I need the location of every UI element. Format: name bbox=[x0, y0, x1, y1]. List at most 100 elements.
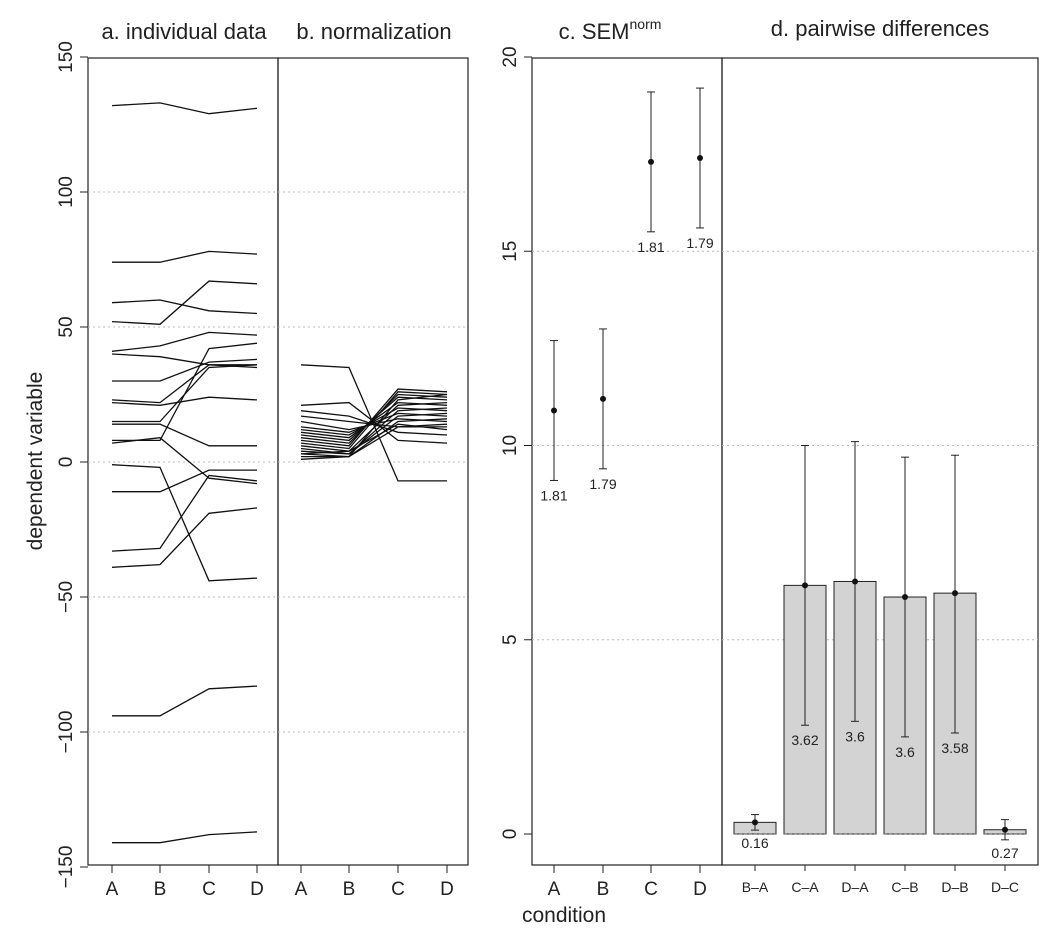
series-line bbox=[112, 342, 258, 442]
series-line bbox=[300, 393, 448, 460]
series-line bbox=[112, 250, 258, 263]
data-label: 1.81 bbox=[637, 239, 664, 255]
data-label: 3.6 bbox=[845, 728, 865, 744]
y-tick-label: 15 bbox=[500, 241, 521, 262]
series-line bbox=[111, 331, 258, 352]
series-line bbox=[111, 353, 257, 366]
y-tick-label: −50 bbox=[56, 581, 77, 613]
series-line bbox=[300, 418, 448, 458]
y-tick-label: 10 bbox=[500, 435, 521, 456]
y-tick-label: 50 bbox=[56, 316, 77, 337]
x-tick-label: C–B bbox=[891, 879, 918, 895]
x-tick-label: B bbox=[343, 879, 356, 900]
data-label: 1.79 bbox=[686, 235, 713, 251]
series-line bbox=[112, 685, 258, 717]
x-tick-label: C bbox=[391, 879, 405, 900]
x-tick-label: C–A bbox=[791, 879, 819, 895]
x-tick-label: D bbox=[693, 879, 707, 900]
panel-c-title: c. SEMnorm bbox=[559, 16, 662, 44]
y-tick-label: −150 bbox=[56, 846, 77, 889]
x-axis-panel-c: A B C D bbox=[548, 865, 707, 900]
y-tick-label: −100 bbox=[56, 711, 77, 754]
x-tick-label: D–B bbox=[941, 879, 968, 895]
x-tick-label: D bbox=[440, 879, 454, 900]
series-line bbox=[300, 407, 448, 455]
panel-c-frame bbox=[531, 57, 723, 866]
y-axis-right: 0 5 10 15 20 bbox=[500, 46, 532, 839]
data-point bbox=[752, 819, 758, 826]
x-tick-label: C bbox=[202, 879, 216, 900]
x-axis-panel-d: B–A C–A D–A C–B D–B D–C bbox=[742, 865, 1019, 895]
y-tick-label: 150 bbox=[56, 41, 77, 73]
data-point bbox=[551, 407, 557, 414]
x-tick-label: D–C bbox=[991, 879, 1019, 895]
panel-d-title: d. pairwise differences bbox=[771, 16, 990, 41]
series-line bbox=[300, 393, 448, 444]
panel-c-title-main: c. SEM bbox=[559, 19, 630, 44]
panel-c-title-superscript: norm bbox=[630, 16, 662, 32]
y-tick-label: 5 bbox=[500, 634, 521, 645]
data-point bbox=[952, 590, 958, 597]
panel-a-lines bbox=[111, 102, 258, 844]
x-axis-panel-a: A B C D bbox=[106, 865, 264, 900]
data-point bbox=[802, 582, 808, 589]
y-axis-label: dependent variable bbox=[24, 372, 47, 551]
series-line bbox=[300, 407, 448, 436]
series-line bbox=[111, 102, 258, 115]
x-axis-panel-b: A B C D bbox=[295, 865, 454, 900]
data-point bbox=[697, 155, 703, 162]
series-line bbox=[111, 437, 258, 485]
series-line bbox=[112, 358, 258, 382]
y-tick-label: 100 bbox=[56, 176, 77, 208]
data-label: 1.79 bbox=[589, 476, 616, 492]
data-label: 1.81 bbox=[540, 487, 567, 503]
series-line bbox=[111, 507, 258, 568]
x-tick-label: B bbox=[154, 879, 167, 900]
panel-d-bars: 0.16 3.62 3.6 3.6 3.58 0.27 bbox=[733, 441, 1027, 861]
data-point bbox=[648, 158, 654, 165]
series-line bbox=[300, 391, 448, 450]
y-axis-left: −150 −100 −50 0 50 100 150 bbox=[56, 41, 88, 888]
series-line bbox=[111, 299, 258, 315]
series-line bbox=[112, 469, 257, 493]
data-label: 0.27 bbox=[991, 845, 1018, 861]
panel-a-title: a. individual data bbox=[101, 19, 267, 44]
x-tick-label: D bbox=[250, 879, 264, 900]
x-tick-label: A bbox=[106, 879, 119, 900]
y-tick-label: 20 bbox=[500, 46, 521, 67]
data-label: 3.62 bbox=[791, 732, 818, 748]
x-tick-label: A bbox=[548, 879, 561, 900]
data-point bbox=[1002, 826, 1008, 833]
series-line bbox=[111, 280, 258, 325]
series-line bbox=[112, 831, 258, 844]
series-line bbox=[111, 364, 258, 404]
series-line bbox=[111, 464, 258, 582]
data-label: 3.58 bbox=[941, 740, 968, 756]
series-line bbox=[301, 423, 448, 458]
series-line bbox=[112, 423, 257, 447]
y-tick-label: 0 bbox=[500, 829, 521, 840]
data-label: 0.16 bbox=[741, 835, 768, 851]
x-tick-label: B–A bbox=[742, 879, 769, 895]
series-line bbox=[111, 474, 258, 552]
data-point bbox=[600, 395, 606, 402]
x-tick-label: D–A bbox=[841, 879, 869, 895]
data-point bbox=[852, 578, 858, 585]
panel-b-lines bbox=[300, 364, 448, 482]
data-point bbox=[902, 594, 908, 601]
y-tick-label: 0 bbox=[56, 457, 77, 468]
x-tick-label: C bbox=[644, 879, 658, 900]
data-label: 3.6 bbox=[895, 744, 915, 760]
panel-d-frame bbox=[721, 57, 1039, 866]
x-tick-label: A bbox=[295, 879, 308, 900]
panel-b-title: b. normalization bbox=[296, 19, 451, 44]
x-axis-label: condition bbox=[522, 904, 606, 927]
series-line bbox=[300, 423, 448, 455]
series-line bbox=[300, 388, 448, 447]
panel-c-points: 1.81 1.79 1.81 1.79 bbox=[540, 87, 714, 503]
x-tick-label: B bbox=[597, 879, 610, 900]
grid-lines-left bbox=[88, 191, 468, 733]
grid-lines-right bbox=[532, 250, 1038, 641]
series-line bbox=[111, 396, 258, 406]
